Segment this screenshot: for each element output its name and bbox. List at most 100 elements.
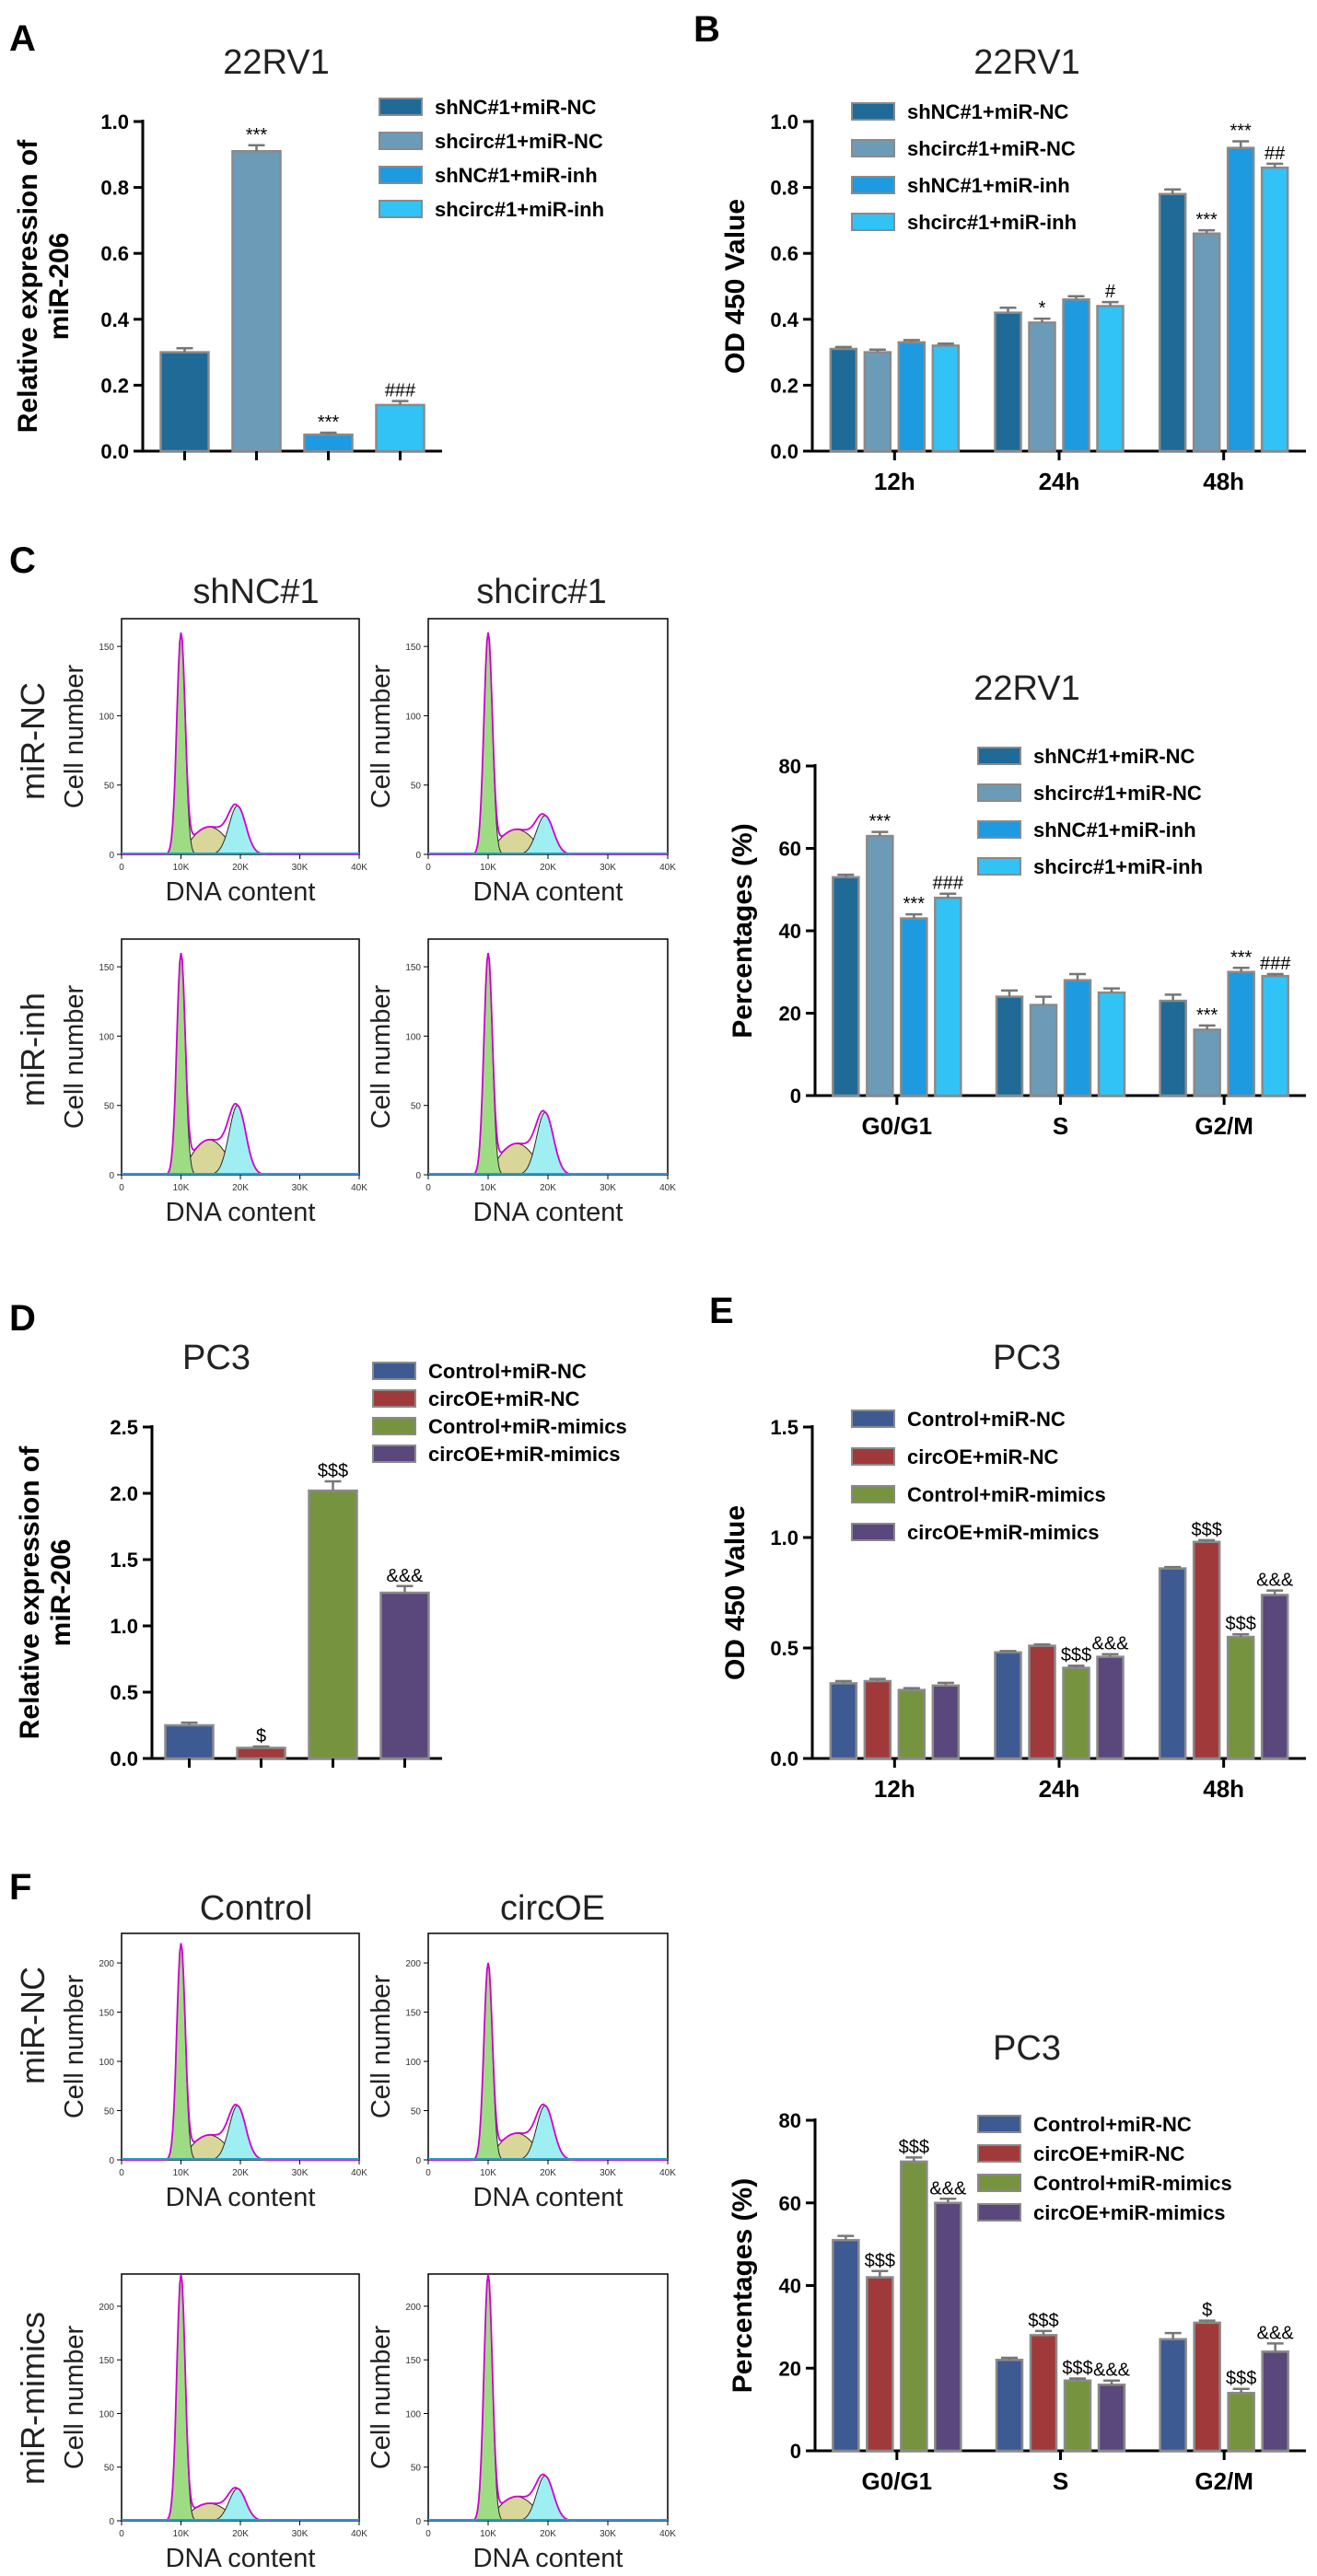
- c-right-legend-swatch: [977, 783, 1021, 802]
- flow-c-0-xtick-label: 0: [119, 863, 124, 873]
- a-legend-swatch: [379, 200, 423, 218]
- f-right-legend-label: Control+miR-NC: [1033, 2113, 1192, 2136]
- flow-f-0-xtick-label: 20K: [232, 2168, 249, 2178]
- e-title: PC3: [993, 1339, 1061, 1377]
- d-annotation: $: [256, 1726, 266, 1746]
- flow-f-2-xtick-label: 10K: [173, 2529, 190, 2539]
- flow-f-1-xtick-label: 40K: [659, 2168, 676, 2178]
- chart-c-right: 22RV1 0 20 40 60 80 Percentages (%) *** *** ### G0…: [728, 669, 1306, 1140]
- e-bar: [863, 1679, 892, 1760]
- flow-c-col-0: shNC#1: [192, 573, 319, 611]
- e-legend-swatch: [851, 1410, 895, 1428]
- c-right-legend-swatch: [977, 820, 1021, 839]
- flow-f-3-ytick-label: 200: [405, 2303, 421, 2313]
- d-ytick-label: 1.5: [110, 1549, 138, 1572]
- c-right-annotation: ###: [933, 874, 964, 894]
- b-ytick-label: 0.6: [770, 242, 798, 265]
- flow-c-1-xtick-label: 20K: [540, 863, 556, 873]
- flow-c-3-ytick-label: 0: [415, 1171, 421, 1181]
- flow-c-col-1: shcirc#1: [476, 573, 607, 611]
- f-right-category-label: G0/G1: [862, 2467, 933, 2495]
- d-bar: [236, 1746, 286, 1760]
- a-legend-label: shNC#1+miR-NC: [435, 96, 597, 119]
- flow-f-2-ytick-label: 100: [99, 2409, 114, 2419]
- c-right-ytick-label: 0: [790, 1085, 801, 1108]
- f-right-annotation: $$$: [1028, 2311, 1058, 2331]
- a-bar: [303, 433, 354, 453]
- b-bar: [1192, 232, 1221, 453]
- flow-f-1-ytick-label: 100: [405, 2058, 421, 2068]
- flow-c-1-ytick-label: 150: [405, 643, 421, 653]
- panel-label-e: E: [709, 1291, 734, 1331]
- b-bar: [1096, 305, 1125, 453]
- flow-c-1-xtick-label: 0: [425, 863, 431, 873]
- a-ytick-label: 0.4: [100, 308, 129, 331]
- e-bar: [1260, 1594, 1289, 1760]
- flow-f-1-xlabel: DNA content: [473, 2183, 624, 2212]
- f-right-annotation: &&&: [1093, 2361, 1131, 2381]
- f-right-annotation: $$$: [865, 2251, 895, 2271]
- e-legend-swatch: [851, 1447, 895, 1466]
- f-right-annotation: $: [1202, 2301, 1212, 2321]
- e-category-label: 48h: [1203, 1775, 1244, 1803]
- flow-c-0-xtick-label: 40K: [351, 863, 367, 873]
- c-right-annotation: ***: [903, 894, 926, 914]
- c-right-annotation: ***: [869, 812, 892, 832]
- panel-label-d: D: [9, 1298, 36, 1339]
- flow-f-0-xlabel: DNA content: [166, 2183, 316, 2212]
- chart-b: 22RV1 0.0 0.2 0.4 0.6 0.8 1.0 OD 450 Value 12h * #…: [720, 43, 1306, 495]
- b-legend-swatch: [851, 102, 895, 121]
- d-bar: [164, 1723, 215, 1760]
- b-ytick-label: 0.8: [770, 177, 798, 200]
- c-right-annotation: ###: [1260, 954, 1291, 974]
- b-bar: [1062, 298, 1090, 453]
- a-legend-swatch: [379, 98, 423, 116]
- e-legend-swatch: [851, 1485, 895, 1503]
- e-bar: [931, 1684, 961, 1760]
- e-legend-label: circOE+miR-NC: [907, 1445, 1059, 1468]
- d-ylabel: miR-206: [46, 1539, 76, 1647]
- e-bar: [1192, 1540, 1221, 1760]
- b-annotation: ***: [1230, 121, 1252, 141]
- flow-c-3-xlabel: DNA content: [473, 1198, 624, 1227]
- e-bar: [1028, 1644, 1056, 1760]
- c-right-annotation: ***: [1196, 1005, 1218, 1026]
- flow-c-1-ytick-label: 50: [411, 782, 422, 792]
- flow-c-1-xtick-label: 30K: [600, 863, 616, 873]
- flow-f-1-ytick-label: 50: [411, 2107, 422, 2118]
- e-bar: [829, 1682, 858, 1760]
- f-right-bar: [866, 2276, 894, 2453]
- panel-label-f: F: [9, 1867, 31, 1908]
- chart-d: PC3 0.0 0.5 1.0 1.5 2.0 2.5 Relative expression…: [15, 1339, 627, 1770]
- e-category-label: 12h: [874, 1775, 915, 1803]
- f-right-legend-label: Control+miR-mimics: [1033, 2172, 1232, 2195]
- b-ytick-label: 1.0: [770, 110, 798, 133]
- flow-f-1-xtick-label: 30K: [600, 2168, 616, 2178]
- flow-f-2-xtick-label: 40K: [351, 2529, 367, 2539]
- d-ytick-label: 2.0: [110, 1482, 138, 1505]
- a-ylabel: miR-206: [44, 233, 75, 341]
- f-right-bar: [1097, 2383, 1126, 2453]
- e-annotation: $$$: [1191, 1520, 1221, 1540]
- b-legend-label: shNC#1+miR-inh: [907, 174, 1070, 197]
- flow-c-0-g2-peak: [122, 805, 359, 855]
- b-bar: [897, 341, 927, 453]
- flow-c-2: 0 10K 20K 30K 40K 0 50 100 150 DNA content Cell nu…: [60, 938, 367, 1227]
- flow-f-3-xtick-label: 20K: [540, 2529, 556, 2539]
- b-ytick-label: 0.4: [770, 308, 798, 331]
- flow-c-1-ylabel: Cell number: [367, 664, 396, 808]
- flow-c-0-xlabel: DNA content: [166, 877, 316, 907]
- a-ytick-label: 0.8: [100, 177, 129, 200]
- f-right-annotation: &&&: [1257, 2323, 1295, 2343]
- flow-c-2-ytick-label: 0: [109, 1171, 114, 1181]
- b-category-label: 48h: [1203, 468, 1244, 495]
- b-legend-label: shNC#1+miR-NC: [907, 100, 1069, 123]
- flow-f-0-g2-peak: [122, 2105, 359, 2161]
- e-legend-swatch: [851, 1523, 895, 1541]
- flow-f-3-ytick-label: 100: [405, 2409, 421, 2419]
- f-right-bar: [1159, 2338, 1187, 2453]
- e-legend-label: Control+miR-mimics: [907, 1483, 1106, 1506]
- b-legend-swatch: [851, 176, 895, 194]
- c-right-bar: [934, 896, 962, 1097]
- flow-c-3-xtick-label: 10K: [480, 1183, 496, 1193]
